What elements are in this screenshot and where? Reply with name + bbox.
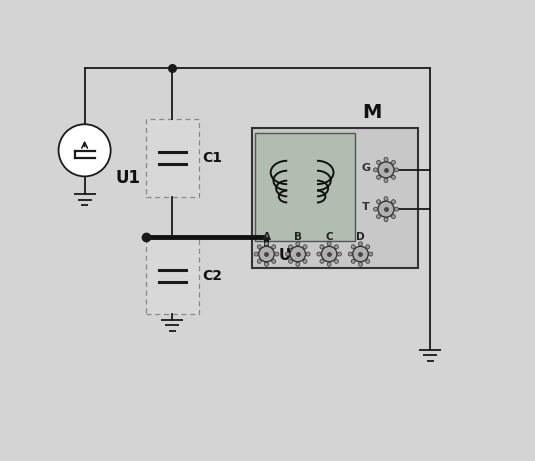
Circle shape [394, 168, 399, 172]
Circle shape [286, 252, 289, 256]
Circle shape [334, 259, 339, 263]
Text: G: G [362, 163, 371, 173]
Circle shape [373, 207, 378, 211]
Circle shape [322, 246, 337, 262]
Circle shape [377, 200, 380, 204]
Circle shape [351, 245, 355, 249]
Circle shape [320, 245, 324, 249]
Circle shape [272, 259, 276, 263]
Text: A: A [263, 232, 271, 242]
Circle shape [384, 197, 388, 201]
Circle shape [257, 259, 261, 263]
Circle shape [254, 252, 258, 256]
Bar [146, 119, 198, 197]
Text: C: C [325, 232, 333, 242]
Circle shape [384, 178, 388, 183]
Circle shape [358, 262, 363, 266]
Circle shape [366, 245, 370, 249]
Circle shape [288, 245, 293, 249]
Circle shape [257, 245, 261, 249]
Circle shape [373, 168, 378, 172]
Circle shape [392, 160, 395, 165]
Bar [256, 133, 355, 241]
Text: B: B [294, 232, 302, 242]
Circle shape [290, 246, 305, 262]
Circle shape [327, 242, 331, 246]
Text: C2: C2 [203, 269, 223, 283]
Circle shape [378, 162, 394, 178]
Circle shape [351, 259, 355, 263]
Circle shape [338, 252, 341, 256]
Circle shape [394, 207, 399, 211]
Circle shape [58, 124, 111, 177]
Text: T: T [362, 202, 370, 212]
Circle shape [296, 262, 300, 266]
Circle shape [358, 242, 363, 246]
Circle shape [264, 242, 269, 246]
Circle shape [366, 259, 370, 263]
Circle shape [369, 252, 373, 256]
Text: C1: C1 [203, 151, 223, 165]
Circle shape [320, 259, 324, 263]
Text: D: D [356, 232, 365, 242]
Circle shape [306, 252, 310, 256]
Circle shape [317, 252, 321, 256]
Circle shape [264, 262, 269, 266]
Bar [146, 237, 198, 314]
Circle shape [392, 175, 395, 179]
Circle shape [275, 252, 279, 256]
Circle shape [377, 175, 380, 179]
Circle shape [303, 259, 307, 263]
Circle shape [348, 252, 352, 256]
Text: U2: U2 [279, 248, 302, 263]
Circle shape [288, 259, 293, 263]
Circle shape [327, 262, 331, 266]
Circle shape [384, 218, 388, 222]
Circle shape [353, 246, 368, 262]
Circle shape [378, 201, 394, 217]
Circle shape [272, 245, 276, 249]
Circle shape [259, 246, 274, 262]
Bar [253, 128, 418, 268]
Circle shape [334, 245, 339, 249]
Text: M: M [362, 103, 381, 122]
Circle shape [384, 157, 388, 161]
Circle shape [296, 242, 300, 246]
Circle shape [377, 214, 380, 219]
Circle shape [377, 160, 380, 165]
Text: U1: U1 [116, 169, 141, 187]
Circle shape [303, 245, 307, 249]
Circle shape [392, 200, 395, 204]
Circle shape [392, 214, 395, 219]
